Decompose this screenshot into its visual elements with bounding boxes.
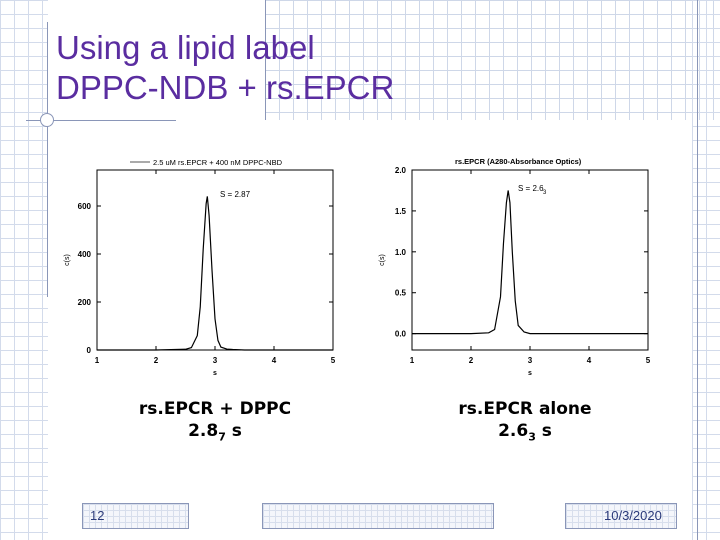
right-chart-x-tick-label: 1 (410, 356, 415, 365)
page-number: 12 (90, 508, 105, 523)
slide-title-line1: Using a lipid label (56, 29, 315, 66)
right-caption-unit: s (535, 421, 552, 441)
footer-date-box (565, 503, 677, 529)
left-chart-y-tick-label: 200 (78, 298, 92, 307)
decorative-line-vertical-top (265, 0, 266, 120)
right-chart-x-axis-label: s (528, 370, 532, 377)
left-chart-x-tick-label: 4 (272, 356, 277, 365)
left-chart-y-axis-label: c(s) (64, 254, 71, 266)
right-chart: 1 2 3 4 5 0.0 0.5 1.0 1.5 2.0 s c(s) rs.EPCR (A280-A… (379, 157, 651, 377)
left-chart-panel: 1 2 3 4 5 0 200 400 600 s c(s) 2.5 uM rs.EPCR + 400… (55, 150, 355, 380)
left-chart-x-tick-label: 1 (95, 356, 100, 365)
left-caption-unit: s (225, 421, 242, 441)
slide-title-line2: DPPC-NDB + rs.EPCR (56, 69, 395, 106)
right-chart-y-tick-label: 2.0 (395, 166, 407, 175)
right-chart-y-axis-label: c(s) (379, 254, 386, 266)
right-caption-value: 2.6 (498, 421, 529, 441)
left-caption-sub: 7 (218, 430, 226, 444)
left-chart-y-tick-label: 400 (78, 250, 92, 259)
right-chart-y-tick-label: 0.5 (395, 289, 407, 298)
right-chart-title: rs.EPCR (A280-Absorbance Optics) (455, 157, 582, 166)
left-chart: 1 2 3 4 5 0 200 400 600 s c(s) 2.5 uM rs.EPCR + 400… (64, 158, 336, 377)
right-chart-x-tick-label: 2 (469, 356, 474, 365)
left-chart-x-tick-label: 5 (331, 356, 336, 365)
footer-page-box (82, 503, 189, 529)
footer-date: 10/3/2020 (604, 508, 662, 523)
left-caption: rs.EPCR + DPPC 2.87 s (115, 398, 315, 448)
decorative-grid-left (0, 0, 48, 540)
decorative-grid-right (692, 0, 720, 540)
left-chart-series-line (97, 196, 333, 351)
left-chart-x-tick-label: 3 (213, 356, 218, 365)
right-chart-panel: 1 2 3 4 5 0.0 0.5 1.0 1.5 2.0 s c(s) rs.EPCR (A280-A… (370, 150, 670, 380)
right-chart-annotation: S = 2.6 (518, 184, 544, 193)
decorative-line-vertical-right (697, 0, 698, 540)
left-caption-line1: rs.EPCR + DPPC (138, 399, 292, 419)
left-chart-annotation: S = 2.87 (220, 190, 251, 199)
right-caption-line1: rs.EPCR alone (458, 399, 592, 419)
right-chart-x-tick-label: 5 (646, 356, 651, 365)
right-chart-x-tick-label: 3 (528, 356, 533, 365)
right-chart-y-tick-label: 0.0 (395, 330, 407, 339)
right-chart-y-tick-label: 1.5 (395, 207, 407, 216)
right-caption-sub: 3 (528, 430, 536, 444)
left-caption-value: 2.8 (188, 421, 219, 441)
right-caption-line2: 2.63 s (425, 420, 625, 448)
right-caption: rs.EPCR alone 2.63 s (425, 398, 625, 448)
right-chart-plot-frame (411, 169, 649, 351)
slide-title: Using a lipid label DPPC-NDB + rs.EPCR (56, 28, 394, 108)
right-chart-x-tick-label: 4 (587, 356, 592, 365)
left-chart-y-tick-label: 600 (78, 202, 92, 211)
left-chart-x-axis-label: s (213, 370, 217, 377)
left-caption-line2: 2.87 s (115, 420, 315, 448)
decorative-circle-icon (40, 113, 54, 127)
decorative-line-vertical (47, 22, 48, 297)
left-chart-x-tick-label: 2 (154, 356, 159, 365)
left-chart-y-tick-label: 0 (87, 346, 92, 355)
footer-center-box (262, 503, 494, 529)
right-chart-annotation-sub: 3 (543, 190, 547, 196)
right-chart-series-line (412, 190, 648, 335)
decorative-line-horizontal (26, 120, 176, 121)
decorative-grid-top (265, 0, 720, 120)
left-chart-legend-label: 2.5 uM rs.EPCR + 400 nM DPPC-NBD (153, 158, 283, 167)
right-chart-y-tick-label: 1.0 (395, 248, 407, 257)
